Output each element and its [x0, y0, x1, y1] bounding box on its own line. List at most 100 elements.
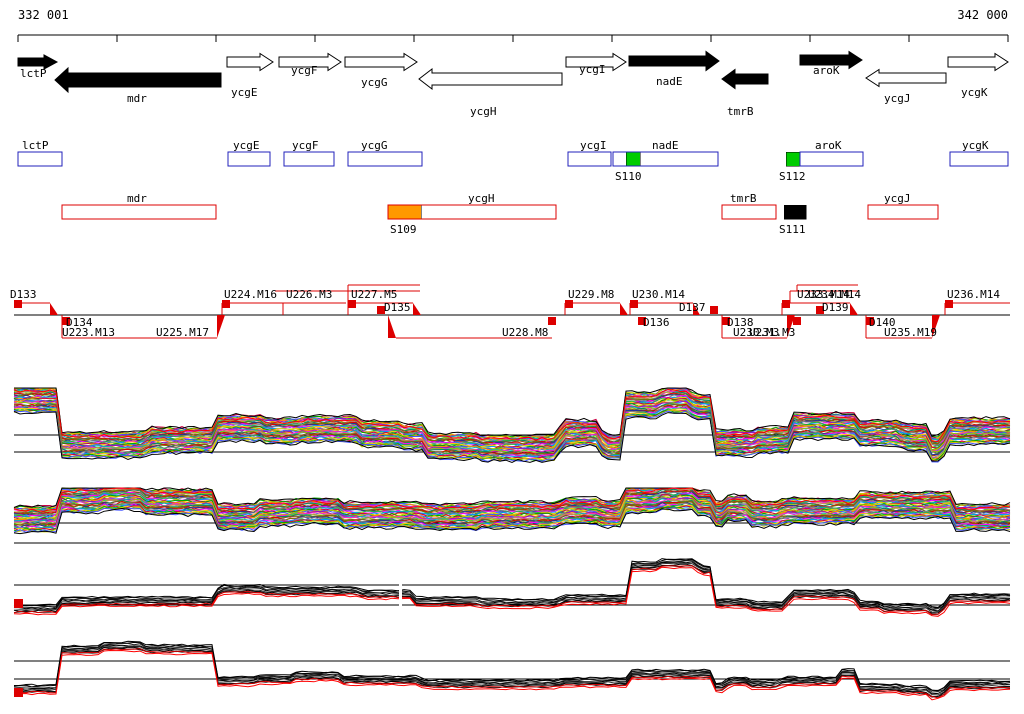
tu-label-U226.M3[interactable]: U226.M3 — [286, 288, 332, 301]
feature-label-nadE[interactable]: nadE — [652, 139, 679, 152]
tu-label-D137[interactable]: D137 — [679, 301, 706, 314]
gene-label-nadE[interactable]: nadE — [656, 75, 683, 88]
gene-arrow-ycgG[interactable] — [344, 52, 418, 72]
feature-label-ycgG[interactable]: ycgG — [361, 139, 388, 152]
feature-box-lctP[interactable] — [17, 151, 63, 167]
tu-label-U236.M14[interactable]: U236.M14 — [947, 288, 1000, 301]
tu-label-D139[interactable]: D139 — [822, 301, 849, 314]
gene-label-ycgF[interactable]: ycgF — [291, 64, 318, 77]
marker-label-S110[interactable]: S110 — [615, 170, 642, 183]
gene-arrow-ycgF[interactable] — [278, 52, 342, 72]
feature-box-tmrB[interactable] — [721, 204, 777, 220]
expression-series — [13, 487, 1011, 514]
tu-label-U230.M3[interactable]: U230.M3 — [733, 326, 779, 339]
feature-label-mdr[interactable]: mdr — [127, 192, 147, 205]
expression-series — [13, 649, 1011, 701]
marker-label-S112[interactable]: S112 — [779, 170, 806, 183]
tu-label-U224.M16[interactable]: U224.M16 — [224, 288, 277, 301]
gene-arrow-ycgK[interactable] — [947, 52, 1009, 72]
gene-arrow-ycgJ[interactable] — [865, 68, 947, 88]
feature-box-nadE[interactable] — [612, 151, 719, 167]
tu-label-U229.M8[interactable]: U229.M8 — [568, 288, 614, 301]
tu-end-wedge — [850, 303, 858, 315]
gene-label-aroK[interactable]: aroK — [813, 64, 840, 77]
gene-label-ycgI[interactable]: ycgI — [579, 63, 606, 76]
marker-S109[interactable] — [387, 204, 422, 220]
gene-arrow-ycgH[interactable] — [418, 67, 563, 91]
marker-S111[interactable] — [783, 204, 807, 220]
tu-label-U230.M14[interactable]: U230.M14 — [632, 288, 685, 301]
marker-label-S111[interactable]: S111 — [779, 223, 806, 236]
gene-label-ycgJ[interactable]: ycgJ — [884, 92, 911, 105]
gene-arrow-mdr[interactable] — [54, 66, 222, 94]
feature-box-ycgK[interactable] — [949, 151, 1009, 167]
gene-label-ycgK[interactable]: ycgK — [961, 86, 988, 99]
tu-label-D135[interactable]: D135 — [384, 301, 411, 314]
gene-label-mdr[interactable]: mdr — [127, 92, 147, 105]
gene-label-ycgH[interactable]: ycgH — [470, 105, 497, 118]
tu-start-marker — [62, 317, 70, 325]
feature-box-mdr[interactable] — [61, 204, 217, 220]
tu-label-D134[interactable]: D134 — [66, 316, 93, 329]
tu-end-wedge — [693, 303, 700, 315]
feature-box-ycgI[interactable] — [567, 151, 612, 167]
tu-label-U235.M19[interactable]: U235.M19 — [884, 326, 937, 339]
feature-label-tmrB[interactable]: tmrB — [730, 192, 757, 205]
feature-label-ycgJ[interactable]: ycgJ — [884, 192, 911, 205]
tu-label-U231.M3[interactable]: U231.M3 — [749, 326, 795, 339]
feature-label-aroK[interactable]: aroK — [815, 139, 842, 152]
gene-arrow-aroK[interactable] — [799, 50, 863, 70]
gene-arrow-tmrB[interactable] — [721, 68, 769, 90]
expression-series — [13, 648, 1011, 699]
feature-label-ycgF[interactable]: ycgF — [292, 139, 319, 152]
tu-start-marker — [565, 300, 573, 308]
feature-label-ycgK[interactable]: ycgK — [962, 139, 989, 152]
feature-label-ycgH[interactable]: ycgH — [468, 192, 495, 205]
marker-S110[interactable] — [625, 151, 641, 167]
feature-box-ycgG[interactable] — [347, 151, 423, 167]
feature-box-ycgF[interactable] — [283, 151, 335, 167]
tu-start-marker — [816, 306, 824, 314]
expression-series — [13, 389, 1011, 443]
track-left-marker — [14, 599, 23, 608]
tu-start-marker — [722, 317, 730, 325]
gene-label-ycgG[interactable]: ycgG — [361, 76, 388, 89]
feature-box-ycgE[interactable] — [227, 151, 271, 167]
tu-label-U225.M17[interactable]: U225.M17 — [156, 326, 209, 339]
feature-label-lctP[interactable]: lctP — [22, 139, 49, 152]
tu-end-wedge — [413, 303, 421, 315]
gene-arrow-ycgI[interactable] — [565, 52, 627, 72]
gene-arrow-nadE[interactable] — [628, 50, 720, 72]
marker-label-S109[interactable]: S109 — [390, 223, 417, 236]
track-left-marker — [14, 688, 23, 697]
feature-box-aroK[interactable] — [799, 151, 864, 167]
gene-label-tmrB[interactable]: tmrB — [727, 105, 754, 118]
feature-box-ycgJ[interactable] — [867, 204, 939, 220]
feature-box-ycgH[interactable] — [387, 204, 557, 220]
tu-end-wedge — [50, 303, 58, 315]
expression-series — [13, 500, 1011, 526]
tu-label-U234.M14[interactable]: U234.M14 — [808, 288, 861, 301]
tu-label-U233.M14[interactable]: U233.M14 — [797, 288, 850, 301]
tu-label-U228.M8[interactable]: U228.M8 — [502, 326, 548, 339]
gene-label-ycgE[interactable]: ycgE — [231, 86, 258, 99]
gene-arrow-lctP[interactable] — [17, 54, 59, 70]
gene-arrow-ycgE[interactable] — [226, 52, 274, 72]
feature-label-ycgI[interactable]: ycgI — [580, 139, 607, 152]
tu-start-marker — [14, 300, 22, 308]
tu-label-U223.M13[interactable]: U223.M13 — [62, 326, 115, 339]
expression-series — [13, 644, 1011, 695]
tu-label-D136[interactable]: D136 — [643, 316, 670, 329]
tu-label-D133[interactable]: D133 — [10, 288, 37, 301]
marker-S112[interactable] — [785, 151, 801, 167]
gene-label-lctP[interactable]: lctP — [20, 67, 47, 80]
feature-label-ycgE[interactable]: ycgE — [233, 139, 260, 152]
tu-label-D138[interactable]: D138 — [727, 316, 754, 329]
tu-label-D140[interactable]: D140 — [869, 316, 896, 329]
coordinate-end: 342 000 — [957, 8, 1008, 22]
tu-end-wedge — [620, 303, 628, 315]
expression-series — [13, 507, 1011, 535]
tu-label-U227.M5[interactable]: U227.M5 — [351, 288, 397, 301]
